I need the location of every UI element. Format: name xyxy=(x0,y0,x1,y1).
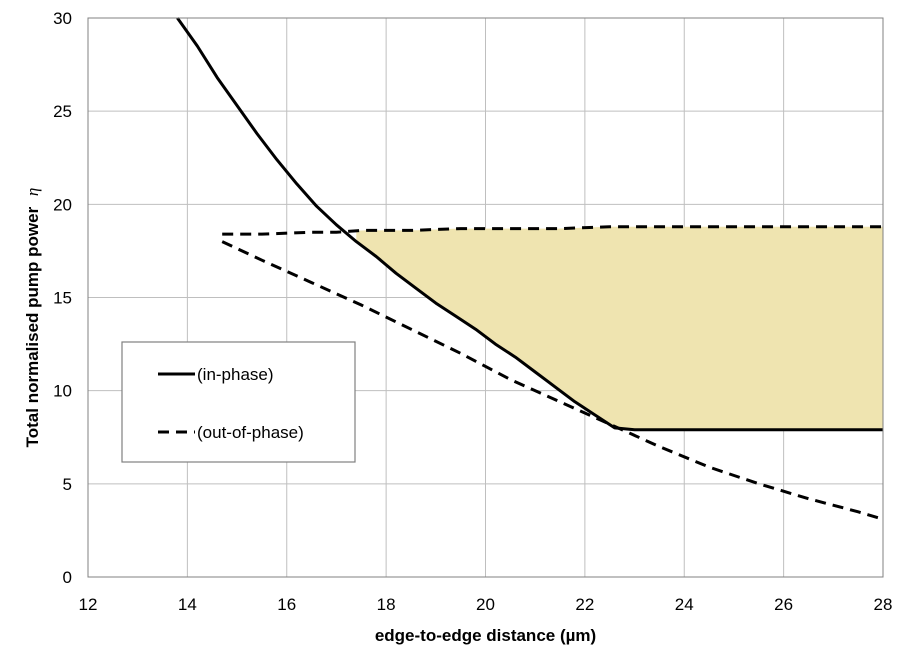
y-tick-label: 15 xyxy=(53,289,72,308)
y-axis-label-symbol: η xyxy=(23,188,42,196)
legend-box xyxy=(121,341,356,463)
y-tick-label: 5 xyxy=(63,475,72,494)
legend-label-in-phase: (in-phase) xyxy=(197,365,274,384)
series-line-in-phase xyxy=(176,17,883,432)
x-tick-labels: 12 14 16 18 20 22 24 26 28 xyxy=(79,595,893,614)
x-tick-label: 26 xyxy=(774,595,793,614)
y-tick-label: 30 xyxy=(53,9,72,28)
legend-label-out-of-phase: (out-of-phase) xyxy=(197,423,304,442)
x-tick-label: 22 xyxy=(575,595,594,614)
y-tick-label: 10 xyxy=(53,382,72,401)
x-tick-label: 12 xyxy=(79,595,98,614)
x-tick-label: 14 xyxy=(178,595,197,614)
series-line-out-of-phase-upper xyxy=(222,225,883,236)
series-layer xyxy=(176,17,884,521)
series-line-out-of-phase-lower xyxy=(221,240,884,521)
x-tick-label: 18 xyxy=(377,595,396,614)
y-tick-label: 25 xyxy=(53,102,72,121)
y-axis-label: Total normalised pump power η xyxy=(23,188,42,448)
y-tick-labels: 0 5 10 15 20 25 30 xyxy=(53,9,72,587)
x-tick-label: 24 xyxy=(675,595,694,614)
y-tick-label: 20 xyxy=(53,195,72,214)
plot-border xyxy=(87,17,884,578)
x-tick-label: 28 xyxy=(874,595,893,614)
legend: (in-phase) (out-of-phase) xyxy=(121,341,356,463)
x-tick-label: 16 xyxy=(277,595,296,614)
shaded-region xyxy=(356,226,883,430)
x-tick-label: 20 xyxy=(476,595,495,614)
y-tick-label: 0 xyxy=(63,568,72,587)
y-axis-label-text: Total normalised pump power xyxy=(23,206,42,447)
x-axis-label: edge-to-edge distance (µm) xyxy=(375,626,596,645)
